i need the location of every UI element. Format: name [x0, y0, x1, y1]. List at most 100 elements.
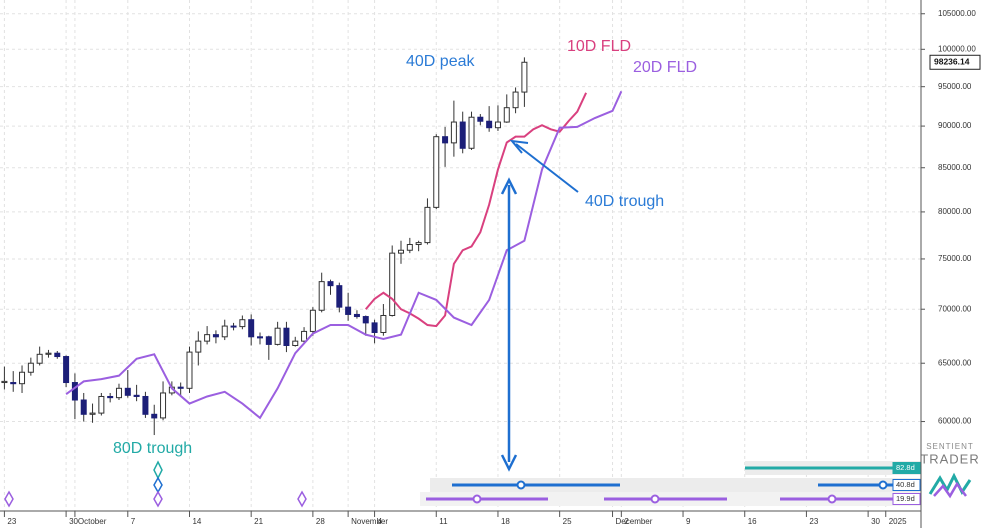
candle-body [327, 281, 334, 287]
candle-body [54, 352, 61, 358]
candle-body [459, 121, 466, 149]
candle-body [115, 387, 122, 399]
cycle-marker [827, 494, 837, 504]
cycle-tag [892, 493, 921, 505]
x-tick-label: 14 [192, 517, 201, 526]
candle-body [512, 91, 519, 109]
candle-body [477, 116, 484, 122]
annotation: 40D trough [585, 193, 664, 210]
candle-body [362, 316, 369, 324]
cycle-tag-label: 82.8d [896, 463, 915, 472]
x-tick-label: 9 [686, 517, 691, 526]
logo-text: TRADER [920, 451, 979, 466]
candle-body [433, 136, 440, 208]
candle-body [283, 327, 290, 347]
candle-body [10, 382, 17, 385]
candle-body [160, 392, 167, 419]
candle-body [195, 340, 202, 353]
x-tick-label: 30 [69, 517, 78, 526]
candle-body [336, 285, 343, 308]
candle-body [1, 380, 8, 384]
x-tick-label: 23 [7, 517, 16, 526]
x-tick-label: 2025 [889, 517, 907, 526]
candle-body [406, 244, 413, 251]
candle-body [265, 336, 272, 345]
candle-body [494, 121, 501, 129]
x-tick-label: 11 [439, 517, 448, 526]
fld-line [65, 90, 623, 420]
candle-body [353, 313, 360, 318]
x-tick-label: 4 [378, 517, 383, 526]
y-tick-label: 105000.00 [938, 9, 976, 18]
logo-text: SENTIENT [926, 442, 974, 451]
candle-body [19, 371, 26, 385]
x-tick-label: 16 [748, 517, 757, 526]
candle-body [107, 395, 114, 399]
candle-body [380, 314, 387, 333]
cycle-band [430, 478, 921, 492]
candle-body [468, 116, 475, 149]
logo: SENTIENT TRADER [920, 442, 979, 499]
candle-body [80, 399, 87, 415]
x-tick-label: October [78, 517, 107, 526]
candle-body [345, 306, 352, 315]
arrow [515, 143, 579, 193]
candle-body [133, 394, 140, 397]
y-tick-label: 95000.00 [938, 82, 972, 91]
candle-body [521, 61, 528, 93]
candle-body [89, 412, 96, 415]
candle-body [124, 387, 131, 396]
candle-body [230, 325, 237, 328]
candle-body [239, 319, 246, 328]
y-tick-label: 80000.00 [938, 207, 972, 216]
plot [1, 57, 623, 436]
cycle-marker [650, 494, 660, 504]
cycle-marker [516, 480, 526, 490]
candle-body [186, 351, 193, 389]
x-tick-label: 7 [131, 517, 136, 526]
candle-body [142, 395, 149, 415]
candle-body [442, 136, 449, 144]
cycle-marker [878, 480, 888, 490]
cycle-diamond [4, 490, 14, 508]
candle-body [424, 206, 431, 244]
candle-body [450, 121, 457, 144]
arrow-head [509, 139, 529, 154]
arrows [500, 139, 579, 472]
candle-body [221, 325, 228, 338]
cycle-tag [892, 462, 921, 474]
candle-body [389, 252, 396, 316]
candle-body [309, 309, 316, 332]
candle-body [212, 334, 219, 338]
cycle-bars [4, 460, 893, 508]
arrow-head [500, 177, 518, 195]
logo-icon [933, 481, 967, 499]
x-tick-label: 2 [624, 517, 629, 526]
price-tag-label: 98236.14 [934, 57, 970, 67]
x-tick-label: 30 [871, 517, 880, 526]
cycle-tag-label: 19.9d [896, 494, 915, 503]
line-label: 20D FLD [633, 59, 697, 76]
annotation: 40D peak [406, 53, 475, 70]
x-tick-label: November [351, 517, 388, 526]
candle-body [204, 334, 211, 342]
logo-icon [928, 472, 972, 495]
y-tick-label: 85000.00 [938, 163, 972, 172]
y-tick-label: 70000.00 [938, 304, 972, 313]
candle-body [36, 353, 43, 364]
candle-body [274, 327, 281, 345]
candle-body [256, 336, 263, 339]
candle-body [98, 395, 105, 414]
x-tick-label: December [616, 517, 653, 526]
grid [0, 0, 921, 511]
annotation: 80D trough [113, 440, 192, 457]
cycle-diamond [297, 490, 307, 508]
candle-body [486, 120, 493, 129]
x-tick-label: 21 [254, 517, 263, 526]
candle-body [177, 386, 184, 389]
candle-body [248, 319, 255, 338]
fld-line [364, 92, 587, 328]
x-tick-label: 18 [501, 517, 510, 526]
